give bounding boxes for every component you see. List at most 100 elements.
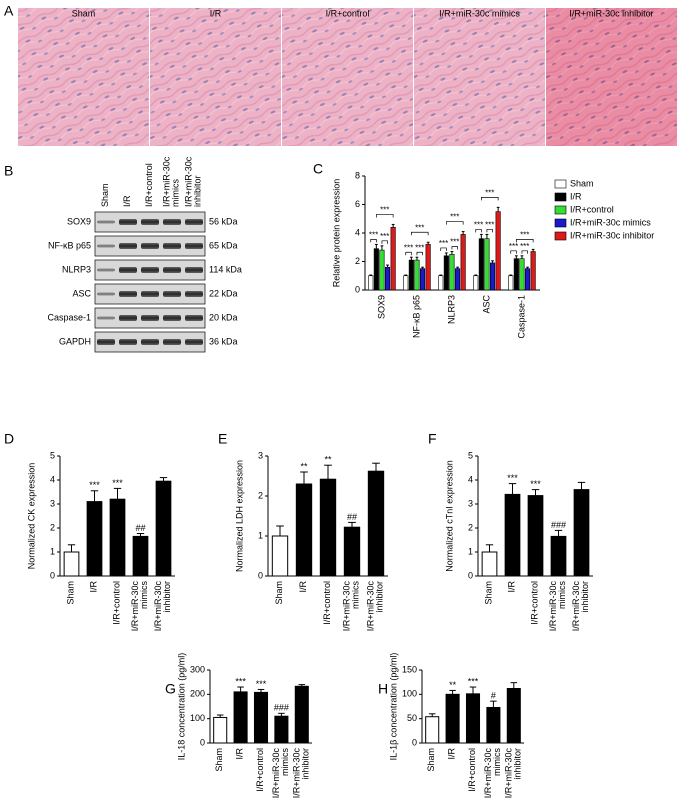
significance-label: ** bbox=[449, 680, 457, 690]
error-bar bbox=[348, 521, 356, 528]
blot-band bbox=[141, 243, 159, 249]
blot-band bbox=[163, 291, 181, 297]
significance-bracket bbox=[521, 250, 528, 254]
legend-label: I/R+control bbox=[570, 204, 614, 214]
blot-band bbox=[185, 315, 203, 321]
size-label: 65 kDa bbox=[209, 240, 238, 250]
legend-swatch bbox=[554, 179, 567, 189]
blot-band bbox=[163, 315, 181, 321]
significance-bracket bbox=[416, 251, 423, 256]
bar bbox=[573, 489, 590, 577]
error-bar bbox=[520, 255, 524, 259]
x-tick-label: I/R+control bbox=[112, 581, 122, 625]
blot-band bbox=[97, 244, 115, 248]
panel-letter: H bbox=[378, 681, 388, 697]
lane-label: I/R+control bbox=[144, 163, 154, 207]
x-tick-label: I/R+miR-30cmimics bbox=[342, 581, 361, 632]
y-tick-label: 1 bbox=[468, 546, 473, 556]
bar bbox=[132, 535, 149, 577]
legend-label: Sham bbox=[570, 178, 594, 188]
significance-label: *** bbox=[450, 213, 459, 222]
x-tick-label: I/R bbox=[447, 748, 457, 760]
significance-label: *** bbox=[530, 479, 541, 489]
blot-band bbox=[185, 243, 203, 249]
error-bar bbox=[469, 686, 477, 694]
x-tick-label: I/R+miR-30cmimics bbox=[483, 748, 502, 799]
legend-label: I/R bbox=[570, 191, 582, 201]
error-bar bbox=[386, 264, 389, 268]
significance-bracket bbox=[480, 197, 499, 201]
histology-tint bbox=[150, 8, 281, 146]
y-tick-label: 1 bbox=[50, 546, 55, 556]
y-tick-label: 2 bbox=[355, 256, 360, 266]
error-bar bbox=[461, 231, 465, 235]
blot-band bbox=[119, 267, 137, 273]
significance-label: *** bbox=[415, 243, 424, 252]
bar bbox=[63, 551, 80, 577]
bar bbox=[438, 275, 444, 291]
histology-tint bbox=[414, 8, 545, 146]
lane-label: Sham bbox=[100, 183, 110, 207]
y-tick-label: 2 bbox=[50, 522, 55, 532]
panel-letter: C bbox=[313, 161, 323, 177]
bar bbox=[465, 693, 481, 744]
bar bbox=[233, 691, 248, 744]
error-bar bbox=[554, 529, 563, 537]
y-tick-label: 1 bbox=[258, 530, 263, 540]
error-bar bbox=[300, 471, 308, 484]
significance-bracket bbox=[445, 221, 464, 225]
panel-letter: B bbox=[4, 163, 13, 179]
error-bar bbox=[136, 533, 145, 537]
x-tick-label: Sham bbox=[66, 581, 76, 605]
error-bar bbox=[479, 233, 483, 239]
significance-label: *** bbox=[380, 232, 389, 241]
significance-label: ** bbox=[300, 461, 308, 471]
x-tick-label: I/R bbox=[235, 748, 245, 760]
significance-label: *** bbox=[112, 478, 123, 488]
error-bar bbox=[409, 256, 413, 261]
bar bbox=[495, 211, 501, 291]
error-bar bbox=[426, 241, 430, 245]
significance-label: ### bbox=[551, 520, 566, 530]
panel-letter: D bbox=[4, 431, 14, 447]
bar bbox=[527, 495, 544, 577]
significance-label: *** bbox=[439, 239, 448, 248]
x-tick-label: I/R+miR-30cinhibitor bbox=[504, 748, 523, 799]
histology-tint bbox=[546, 8, 677, 146]
blot-band bbox=[185, 291, 203, 297]
bar bbox=[550, 535, 567, 577]
bar bbox=[379, 249, 385, 291]
protein-label: NF-κB p65 bbox=[48, 240, 91, 250]
lane-label: I/R+miR-30cmimics bbox=[162, 156, 181, 207]
histology-image bbox=[414, 8, 545, 146]
y-tick-label: 0 bbox=[50, 570, 55, 580]
error-bar bbox=[237, 686, 244, 692]
x-tick-label: Caspase-1 bbox=[517, 295, 527, 339]
error-bar bbox=[374, 243, 378, 249]
x-tick-label: I/R+control bbox=[322, 581, 332, 625]
panel-letter: E bbox=[218, 431, 227, 447]
blot-band bbox=[119, 315, 137, 321]
bar bbox=[414, 259, 420, 291]
histology-label: Sham bbox=[72, 8, 96, 18]
significance-label: # bbox=[491, 691, 496, 701]
x-tick-label: I/R+miR-30cinhibitor bbox=[366, 581, 385, 632]
significance-label: *** bbox=[404, 243, 413, 252]
error-bar bbox=[485, 233, 489, 239]
bar bbox=[419, 268, 426, 291]
x-tick-label: I/R+miR-30cmimics bbox=[548, 581, 567, 632]
x-tick-label: SOX9 bbox=[377, 295, 387, 319]
error-bar bbox=[369, 274, 373, 276]
significance-label: ## bbox=[347, 512, 357, 522]
error-bar bbox=[491, 260, 494, 263]
y-tick-label: 50 bbox=[407, 713, 417, 723]
error-bar bbox=[485, 544, 494, 552]
significance-bracket bbox=[375, 214, 394, 218]
y-tick-label: 200 bbox=[190, 689, 205, 699]
x-tick-label: I/R+control bbox=[530, 581, 540, 625]
bar bbox=[271, 535, 289, 577]
x-tick-label: I/R+miR-30cmimics bbox=[130, 581, 149, 632]
y-axis-label: IL-1β concentration (pg/ml) bbox=[388, 653, 398, 761]
significance-label: *** bbox=[369, 231, 378, 240]
x-tick-label: I/R+miR-30cinhibitor bbox=[292, 748, 311, 799]
